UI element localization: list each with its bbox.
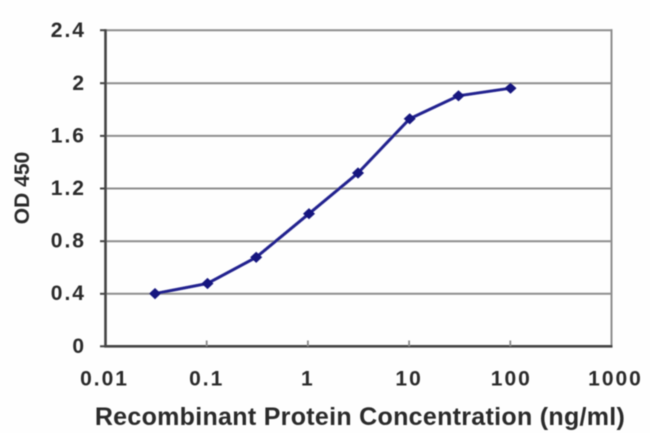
svg-text:100: 100 [491, 368, 532, 391]
svg-text:10: 10 [395, 368, 422, 391]
svg-text:0.1: 0.1 [189, 368, 224, 391]
svg-text:0.8: 0.8 [51, 230, 86, 253]
svg-text:2: 2 [72, 72, 86, 95]
svg-text:0.01: 0.01 [80, 368, 129, 391]
svg-text:0.4: 0.4 [51, 282, 86, 305]
svg-text:1: 1 [301, 368, 315, 391]
svg-text:Recombinant Protein Concentrat: Recombinant Protein Concentration (ng/ml… [95, 403, 625, 431]
svg-text:1.6: 1.6 [51, 124, 86, 147]
svg-text:2.4: 2.4 [51, 19, 86, 42]
svg-text:1000: 1000 [588, 368, 643, 391]
svg-text:1.2: 1.2 [51, 177, 86, 200]
svg-text:0: 0 [72, 335, 86, 358]
svg-text:OD 450: OD 450 [11, 152, 34, 224]
